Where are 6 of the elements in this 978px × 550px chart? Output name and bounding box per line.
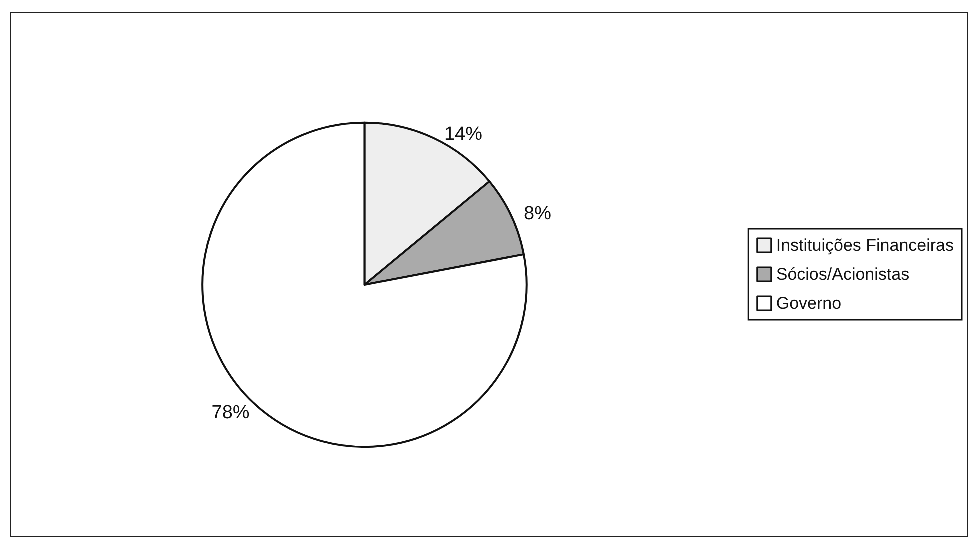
legend-label: Governo [776,294,842,313]
data-label: 14% [444,124,483,146]
legend-label: Sócios/Acionistas [776,265,910,284]
data-label: 78% [212,402,250,424]
legend-label: Instituições Financeiras [776,236,954,255]
data-label: 8% [524,204,552,225]
